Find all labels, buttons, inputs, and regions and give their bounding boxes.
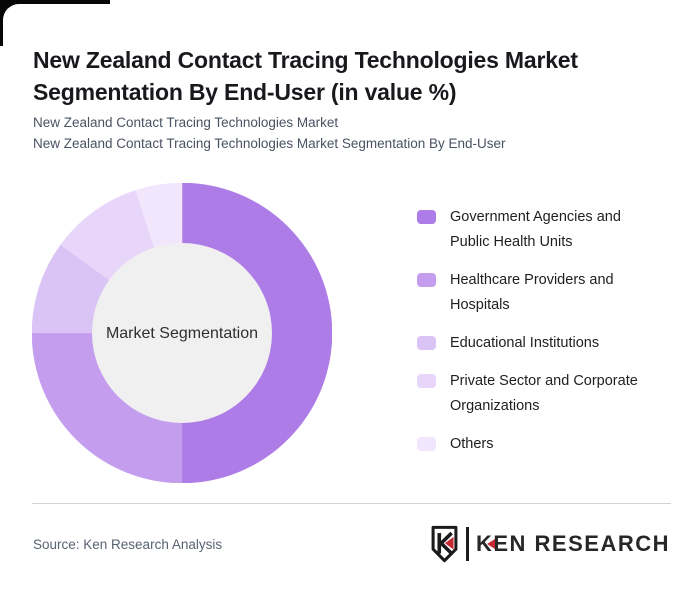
legend-label: Others <box>450 436 494 452</box>
footer-divider <box>32 503 671 504</box>
donut-chart: Market Segmentation <box>32 183 332 483</box>
legend-swatch-icon <box>417 336 436 350</box>
legend-label: Government Agencies and Public Health Un… <box>450 209 621 250</box>
logo-wordmark-text: KEN RESEARCH <box>475 531 670 556</box>
logo-wordmark: KEN RESEARCH <box>476 531 670 557</box>
ken-research-logo: KEN RESEARCH <box>430 522 670 566</box>
ken-shield-k-icon <box>431 525 458 563</box>
source-note: Source: Ken Research Analysis <box>33 537 223 552</box>
donut-chart-container: Market Segmentation <box>32 183 332 483</box>
donut-hole <box>92 243 272 423</box>
legend-item: Others <box>417 432 677 457</box>
subtitle-line-1: New Zealand Contact Tracing Technologies… <box>33 115 339 130</box>
logo-divider-bar <box>465 527 469 561</box>
page-title: New Zealand Contact Tracing Technologies… <box>33 47 578 106</box>
legend-item: Private Sector and Corporate Organizatio… <box>417 369 677 419</box>
chart-legend: Government Agencies and Public Health Un… <box>417 205 677 457</box>
legend-swatch-icon <box>417 437 436 451</box>
legend-swatch-icon <box>417 210 436 224</box>
legend-label: Educational Institutions <box>450 335 600 351</box>
donut-center-label: Market Segmentation <box>106 325 258 342</box>
subtitle-block: New Zealand Contact Tracing Technologies… <box>33 112 673 154</box>
legend-label: Private Sector and Corporate Organizatio… <box>450 373 638 414</box>
legend-item: Government Agencies and Public Health Un… <box>417 205 677 255</box>
logo-k-red-triangle-icon <box>486 539 495 549</box>
legend-label: Healthcare Providers and Hospitals <box>450 272 614 313</box>
legend-item: Educational Institutions <box>417 331 677 356</box>
subtitle-line-2: New Zealand Contact Tracing Technologies… <box>33 136 506 151</box>
infographic-card: New Zealand Contact Tracing Technologies… <box>3 4 700 591</box>
legend-swatch-icon <box>417 374 436 388</box>
legend-swatch-icon <box>417 273 436 287</box>
legend-item: Healthcare Providers and Hospitals <box>417 268 677 318</box>
